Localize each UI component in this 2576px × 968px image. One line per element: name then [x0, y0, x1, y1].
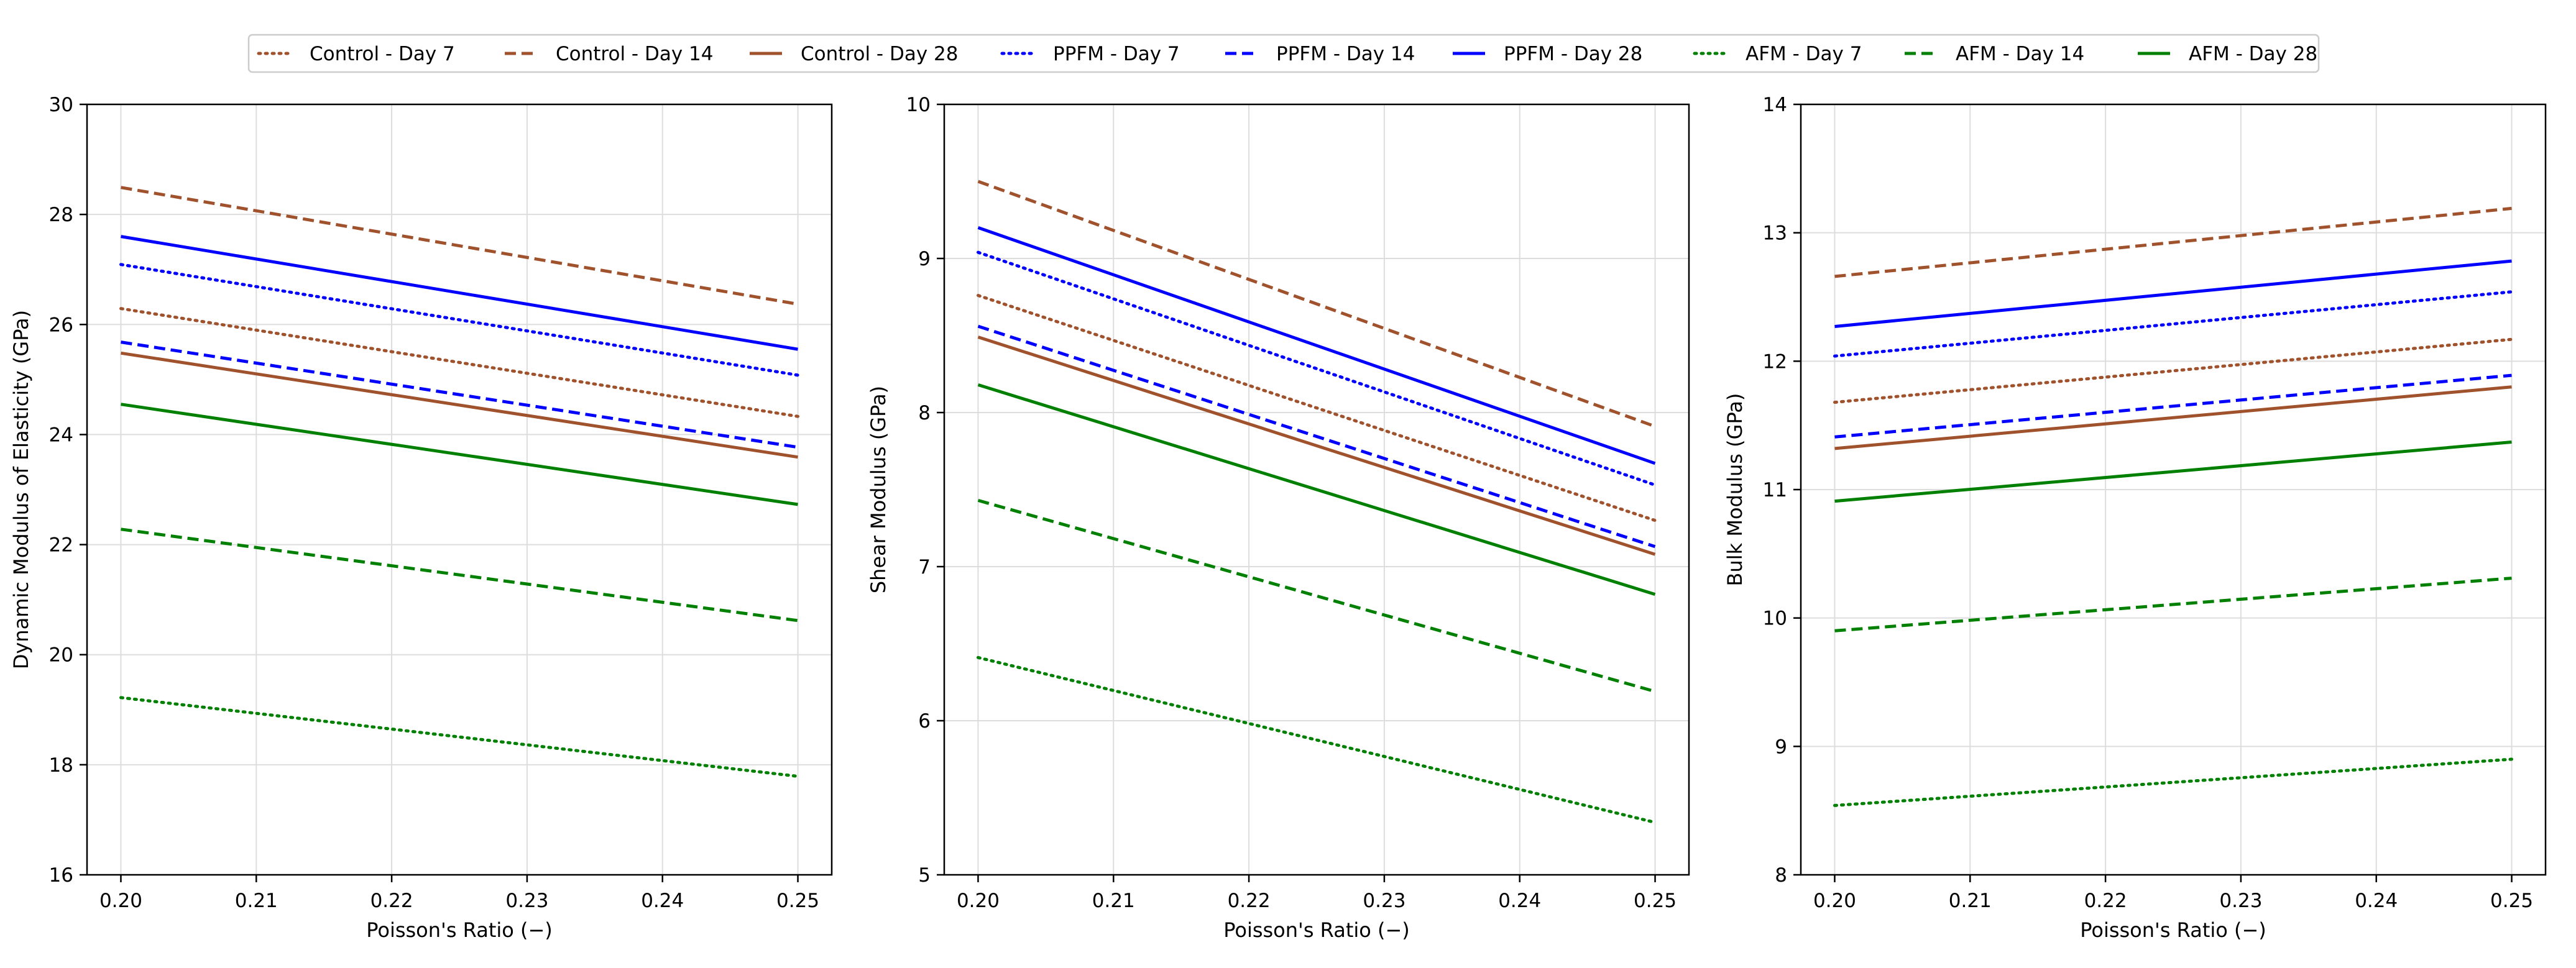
y-tick-label: 5: [918, 864, 931, 887]
y-tick-label: 11: [1763, 479, 1787, 501]
series-line-afm-day-14: [1834, 577, 2512, 632]
y-tick-label: 18: [49, 754, 73, 777]
chart-panel-elasticity: 0.20 0.21 0.22 0.23 0.24 0.25 16 18 20 22 24 26 28 30…: [9, 94, 833, 942]
series-line-control-day-14: [977, 180, 1656, 428]
x-tick-label: 0.20: [957, 890, 1000, 912]
y-tick-label: 22: [49, 534, 73, 557]
y-tick-label: 12: [1763, 350, 1787, 373]
x-tick-label: 0.22: [2084, 890, 2127, 912]
series-line-ppfm-day-7: [1833, 290, 2513, 358]
x-tick-label: 0.20: [99, 890, 142, 912]
y-tick-label: 16: [49, 864, 73, 887]
legend-label-control-day-14: Control - Day 14: [556, 43, 713, 65]
series-line-control-day-7: [977, 294, 1657, 523]
series-line-afm-day-7: [119, 696, 799, 778]
legend-label-ppfm-day-14: PPFM - Day 14: [1276, 43, 1415, 65]
x-tick-label: 0.25: [776, 890, 819, 912]
y-tick-label: 8: [918, 402, 931, 424]
y-axis-label: Dynamic Modulus of Elasticity (GPa): [9, 310, 33, 669]
y-tick-label: 28: [49, 204, 73, 226]
legend: Control - Day 7 Control - Day 14 Control -…: [247, 34, 2320, 73]
x-tick-label: 0.24: [641, 890, 684, 912]
y-tick-label: 9: [1775, 736, 1787, 758]
y-axis-label: Bulk Modulus (GPa): [1723, 393, 1747, 587]
series-line-ppfm-day-7: [119, 263, 799, 377]
y-tick-label: 6: [918, 710, 931, 733]
series-line-afm-day-7: [977, 655, 1657, 824]
x-tick-label: 0.24: [2355, 890, 2398, 912]
y-tick-label: 24: [49, 424, 73, 446]
chart-panel-shear: 0.20 0.21 0.22 0.23 0.24 0.25 5 6 7 8 9 10 Poisson's…: [867, 94, 1690, 942]
x-tick-label: 0.23: [505, 890, 548, 912]
series-line-afm-day-28: [121, 403, 798, 506]
series-line-control-day-14: [1834, 206, 2512, 278]
y-tick-label: 30: [49, 94, 73, 116]
plot-frame: [943, 103, 1690, 876]
x-tick-label: 0.25: [2490, 890, 2533, 912]
series-line-control-day-28: [977, 336, 1656, 556]
series-line-control-day-28: [121, 351, 798, 459]
legend-label-afm-day-7: AFM - Day 7: [1746, 43, 1862, 65]
x-tick-label: 0.22: [370, 890, 413, 912]
legend-label-control-day-28: Control - Day 28: [801, 43, 958, 65]
y-tick-label: 10: [906, 94, 931, 116]
series-line-ppfm-day-14: [977, 324, 1656, 549]
y-tick-label: 13: [1763, 222, 1787, 245]
series-line-ppfm-day-28: [1834, 259, 2512, 328]
x-tick-label: 0.21: [235, 890, 278, 912]
series-line-ppfm-day-28: [121, 235, 798, 351]
series-line-afm-day-28: [977, 383, 1656, 596]
series-line-control-day-28: [1834, 385, 2512, 450]
x-tick-label: 0.23: [2219, 890, 2262, 912]
legend-label-control-day-7: Control - Day 7: [310, 43, 455, 65]
x-tick-label: 0.21: [1949, 890, 1992, 912]
x-tick-label: 0.23: [1363, 890, 1405, 912]
series-line-afm-day-14: [121, 527, 798, 623]
series-line-control-day-7: [119, 307, 799, 418]
x-axis-label: Poisson's Ratio (−): [1223, 918, 1410, 942]
plot-frame: [86, 103, 833, 876]
x-axis-label: Poisson's Ratio (−): [366, 918, 553, 942]
series-line-ppfm-day-14: [1834, 373, 2512, 439]
y-tick-label: 8: [1775, 864, 1787, 887]
y-tick-label: 7: [918, 556, 931, 578]
x-tick-label: 0.22: [1228, 890, 1271, 912]
legend-label-ppfm-day-28: PPFM - Day 28: [1504, 43, 1642, 65]
y-tick-label: 26: [49, 314, 73, 336]
series-line-ppfm-day-14: [121, 340, 798, 449]
y-tick-label: 10: [1763, 608, 1787, 630]
legend-label-afm-day-28: AFM - Day 28: [2189, 43, 2317, 65]
legend-label-ppfm-day-7: PPFM - Day 7: [1053, 43, 1180, 65]
series-line-ppfm-day-7: [977, 250, 1657, 487]
legend-box: [247, 34, 2320, 73]
y-axis-label: Shear Modulus (GPa): [867, 386, 890, 593]
series-line-ppfm-day-28: [977, 226, 1656, 465]
legend-label-afm-day-14: AFM - Day 14: [1956, 43, 2084, 65]
chart-panel-bulk: 0.20 0.21 0.22 0.23 0.24 0.25 8 9 10 11 12 13 14 Pois…: [1723, 94, 2547, 942]
series-line-control-day-7: [1833, 337, 2513, 404]
x-axis-label: Poisson's Ratio (−): [2080, 918, 2266, 942]
y-tick-label: 20: [49, 644, 73, 667]
series-line-control-day-14: [121, 186, 798, 306]
y-tick-label: 9: [918, 248, 931, 270]
series-line-afm-day-28: [1834, 441, 2512, 503]
x-tick-label: 0.24: [1498, 890, 1541, 912]
x-tick-label: 0.25: [1634, 890, 1677, 912]
y-tick-label: 14: [1763, 94, 1787, 116]
x-tick-label: 0.21: [1092, 890, 1135, 912]
x-tick-label: 0.20: [1813, 890, 1856, 912]
